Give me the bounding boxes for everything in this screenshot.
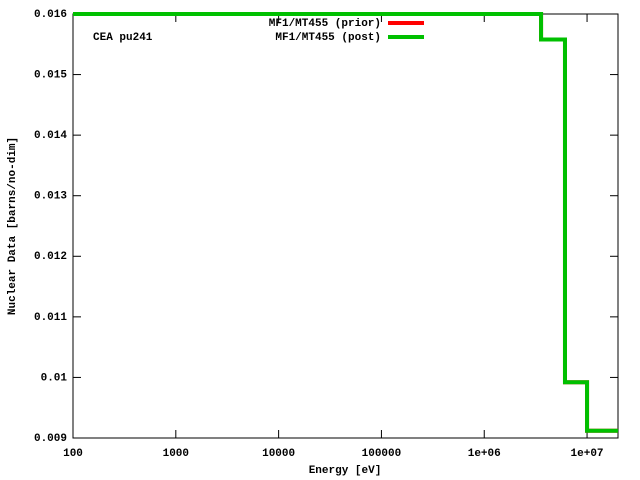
y-tick-label: 0.013 [34,191,67,203]
y-tick-label: 0.011 [34,312,67,324]
y-tick-label: 0.012 [34,251,67,263]
step-line [73,12,618,433]
y-tick-label: 0.01 [41,372,68,384]
x-axis-label: Energy [eV] [309,465,382,477]
y-tick-label: 0.014 [34,130,67,142]
x-tick-label: 100000 [362,448,402,460]
x-tick-label: 1e+07 [571,448,604,460]
y-tick-label: 0.009 [34,433,67,445]
x-tick-label: 1e+06 [468,448,501,460]
x-tick-label: 10000 [262,448,295,460]
y-tick-label: 0.016 [34,9,67,21]
legend-label: MF1/MT455 (post) [275,32,381,44]
x-tick-label: 1000 [163,448,189,460]
x-tick-label: 100 [63,448,83,460]
annotation: CEA pu241 [93,32,153,44]
legend-label: MF1/MT455 (prior) [269,18,381,30]
y-tick-label: 0.015 [34,69,67,81]
y-axis-label: Nuclear Data [barns/no-dim] [7,137,19,315]
